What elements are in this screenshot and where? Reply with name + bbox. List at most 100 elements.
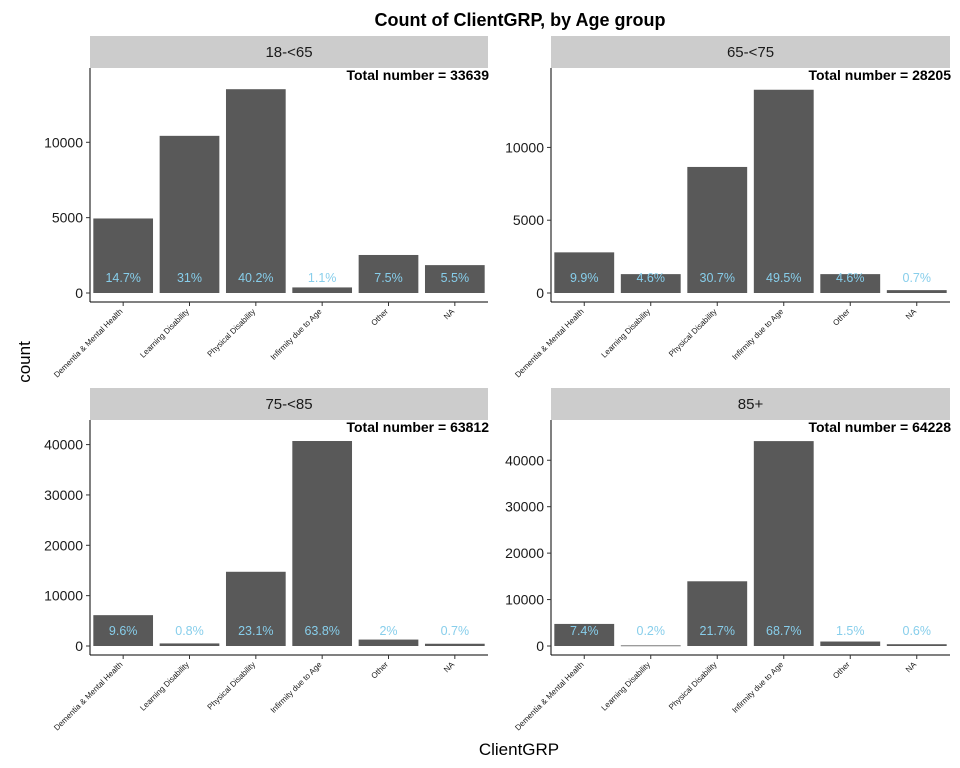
x-tick-label: Dementia & Mental Health	[52, 307, 124, 379]
x-tick-label: Other	[369, 307, 390, 328]
x-tick-label: NA	[904, 660, 919, 675]
x-tick-label: Learning Disability	[600, 660, 653, 713]
facet-strip	[90, 36, 488, 68]
bar	[886, 644, 947, 646]
data-label: 0.2%	[637, 624, 666, 638]
data-label: 1.1%	[308, 271, 337, 285]
total-annotation: Total number = 64228	[808, 419, 951, 435]
y-tick-label: 10000	[505, 139, 544, 155]
facet-strip-label: 18-<65	[265, 44, 312, 61]
panel-2: 75-<85 9.6% 0.8% 23.1% 63.8% 2% 0.7% 0 10000 2000…	[44, 388, 489, 732]
total-annotation: Total number = 63812	[346, 419, 489, 435]
x-tick-label: Infirmity due to Age	[269, 307, 324, 362]
data-label: 4.6%	[637, 271, 666, 285]
bar	[159, 643, 220, 646]
y-tick-label: 30000	[505, 499, 544, 515]
panel-0: 18-<65 14.7% 31% 40.2% 1.1% 7.5% 5.5% 0 5000 1000…	[44, 36, 489, 379]
data-label: 14.7%	[105, 271, 140, 285]
data-label: 0.7%	[441, 624, 470, 638]
x-tick-label: Physical Disability	[667, 307, 719, 359]
bar	[358, 639, 419, 646]
bar	[159, 135, 220, 293]
data-label: 9.9%	[570, 271, 599, 285]
bar	[620, 274, 681, 293]
data-label: 2%	[379, 624, 397, 638]
x-tick-label: Infirmity due to Age	[269, 660, 324, 715]
data-label: 68.7%	[766, 624, 801, 638]
data-label: 7.4%	[570, 624, 599, 638]
bar	[620, 645, 681, 647]
bar	[753, 89, 814, 293]
x-tick-label: Physical Disability	[667, 660, 719, 712]
bar	[424, 643, 485, 646]
data-label: 4.6%	[836, 271, 865, 285]
data-label: 21.7%	[700, 624, 735, 638]
bar	[886, 290, 947, 293]
x-tick-label: Dementia & Mental Health	[52, 660, 124, 732]
facet-strip-label: 65-<75	[727, 44, 774, 61]
x-tick-label: Dementia & Mental Health	[513, 660, 585, 732]
bar	[93, 218, 154, 293]
panel-3: 85+ 7.4% 0.2% 21.7% 68.7% 1.5% 0.6% 0 10000 20000…	[505, 388, 951, 732]
bar	[225, 89, 286, 294]
x-tick-label: Infirmity due to Age	[730, 307, 785, 362]
y-tick-label: 10000	[44, 134, 83, 150]
data-label: 49.5%	[766, 271, 801, 285]
facet-strip	[551, 388, 950, 420]
y-tick-label: 40000	[505, 452, 544, 468]
y-tick-label: 5000	[52, 210, 83, 226]
bar	[554, 623, 615, 646]
x-tick-label: Physical Disability	[206, 660, 258, 712]
data-label: 5.5%	[441, 271, 470, 285]
y-tick-label: 10000	[44, 588, 83, 604]
data-label: 0.8%	[175, 624, 204, 638]
x-tick-label: Learning Disability	[138, 660, 191, 713]
panels: 18-<65 14.7% 31% 40.2% 1.1% 7.5% 5.5% 0 5000 1000…	[44, 36, 951, 732]
facet-strip-label: 75-<85	[265, 396, 312, 413]
x-tick-label: NA	[442, 660, 457, 675]
x-tick-label: Other	[831, 307, 852, 328]
x-tick-label: Other	[369, 660, 390, 681]
data-label: 63.8%	[304, 624, 339, 638]
facet-strip	[551, 36, 950, 68]
facet-strip-label: 85+	[738, 396, 764, 413]
x-tick-label: Physical Disability	[206, 307, 258, 359]
bar	[424, 265, 485, 293]
y-tick-label: 0	[75, 638, 83, 654]
bar	[292, 441, 353, 646]
x-tick-label: Infirmity due to Age	[730, 660, 785, 715]
y-axis-title: count	[15, 341, 34, 383]
facet-strip	[90, 388, 488, 420]
data-label: 1.5%	[836, 624, 865, 638]
y-tick-label: 10000	[505, 592, 544, 608]
bar	[225, 571, 286, 646]
y-tick-label: 20000	[44, 537, 83, 553]
data-label: 7.5%	[374, 271, 403, 285]
y-tick-label: 0	[536, 638, 544, 654]
y-tick-label: 5000	[513, 212, 544, 228]
x-axis-title: ClientGRP	[479, 740, 559, 759]
x-tick-label: Dementia & Mental Health	[513, 307, 585, 379]
data-label: 9.6%	[109, 624, 138, 638]
data-label: 40.2%	[238, 271, 273, 285]
data-label: 23.1%	[238, 624, 273, 638]
y-tick-label: 20000	[505, 545, 544, 561]
x-tick-label: Learning Disability	[138, 307, 191, 360]
bar	[753, 441, 814, 646]
x-tick-label: Learning Disability	[600, 307, 653, 360]
y-tick-label: 30000	[44, 487, 83, 503]
bar	[820, 641, 881, 646]
chart-title: Count of ClientGRP, by Age group	[375, 10, 666, 30]
total-annotation: Total number = 33639	[346, 67, 489, 83]
bar	[687, 581, 748, 646]
data-label: 30.7%	[700, 271, 735, 285]
bar	[93, 615, 154, 646]
bar	[820, 274, 881, 293]
data-label: 0.7%	[903, 271, 932, 285]
panel-1: 65-<75 9.9% 4.6% 30.7% 49.5% 4.6% 0.7% 0 5000 100…	[505, 36, 951, 379]
y-tick-label: 0	[536, 285, 544, 301]
y-tick-label: 40000	[44, 437, 83, 453]
x-tick-label: Other	[831, 660, 852, 681]
bar	[687, 166, 748, 293]
